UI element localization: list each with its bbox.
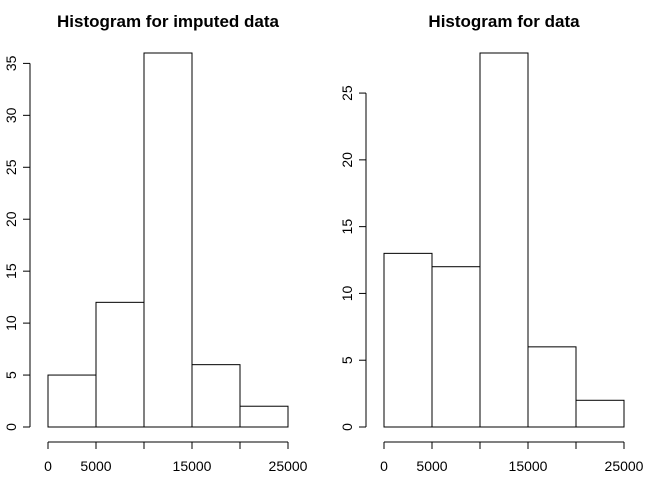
chart-title: Histogram for imputed data: [57, 12, 280, 31]
chart-panel-data: Histogram for data 0 5 10 15 20 25 0 5000 15000 2…: [339, 12, 644, 474]
y-tick-label: 20: [339, 152, 355, 168]
histogram-bar: [239, 405, 289, 428]
chart-panel-imputed: Histogram for imputed data 0 5 10 15 20 25 30 3…: [3, 12, 308, 474]
chart-title: Histogram for data: [428, 12, 580, 31]
histogram-bar: [143, 52, 193, 428]
x-tick-label: 5000: [416, 458, 447, 474]
y-tick-label: 15: [339, 219, 355, 235]
y-tick-label: 35: [3, 55, 19, 71]
y-tick-label: 25: [339, 85, 355, 101]
histogram-bar: [575, 399, 625, 428]
y-tick-label: 5: [3, 371, 19, 379]
y-tick-label: 10: [339, 285, 355, 301]
y-tick-label: 10: [3, 315, 19, 331]
y-tick-label: 0: [3, 423, 19, 431]
x-tick-label: 0: [44, 458, 52, 474]
y-tick-label: 5: [339, 356, 355, 364]
histogram-bar: [479, 52, 529, 428]
histogram-bar: [527, 346, 577, 428]
y-tick-label: 25: [3, 159, 19, 175]
histogram-bar: [95, 301, 145, 428]
x-tick-label: 15000: [509, 458, 548, 474]
y-tick-label: 20: [3, 211, 19, 227]
x-tick-label: 15000: [173, 458, 212, 474]
histogram-bar: [431, 266, 481, 428]
x-tick-label: 5000: [80, 458, 111, 474]
histogram-bar: [383, 252, 433, 428]
x-tick-label: 25000: [605, 458, 644, 474]
x-tick-label: 25000: [269, 458, 308, 474]
x-tick-label: 0: [380, 458, 388, 474]
y-tick-label: 15: [3, 263, 19, 279]
histogram-bar: [47, 374, 97, 428]
histogram-bar: [191, 364, 241, 428]
y-tick-label: 30: [3, 107, 19, 123]
y-tick-label: 0: [339, 423, 355, 431]
